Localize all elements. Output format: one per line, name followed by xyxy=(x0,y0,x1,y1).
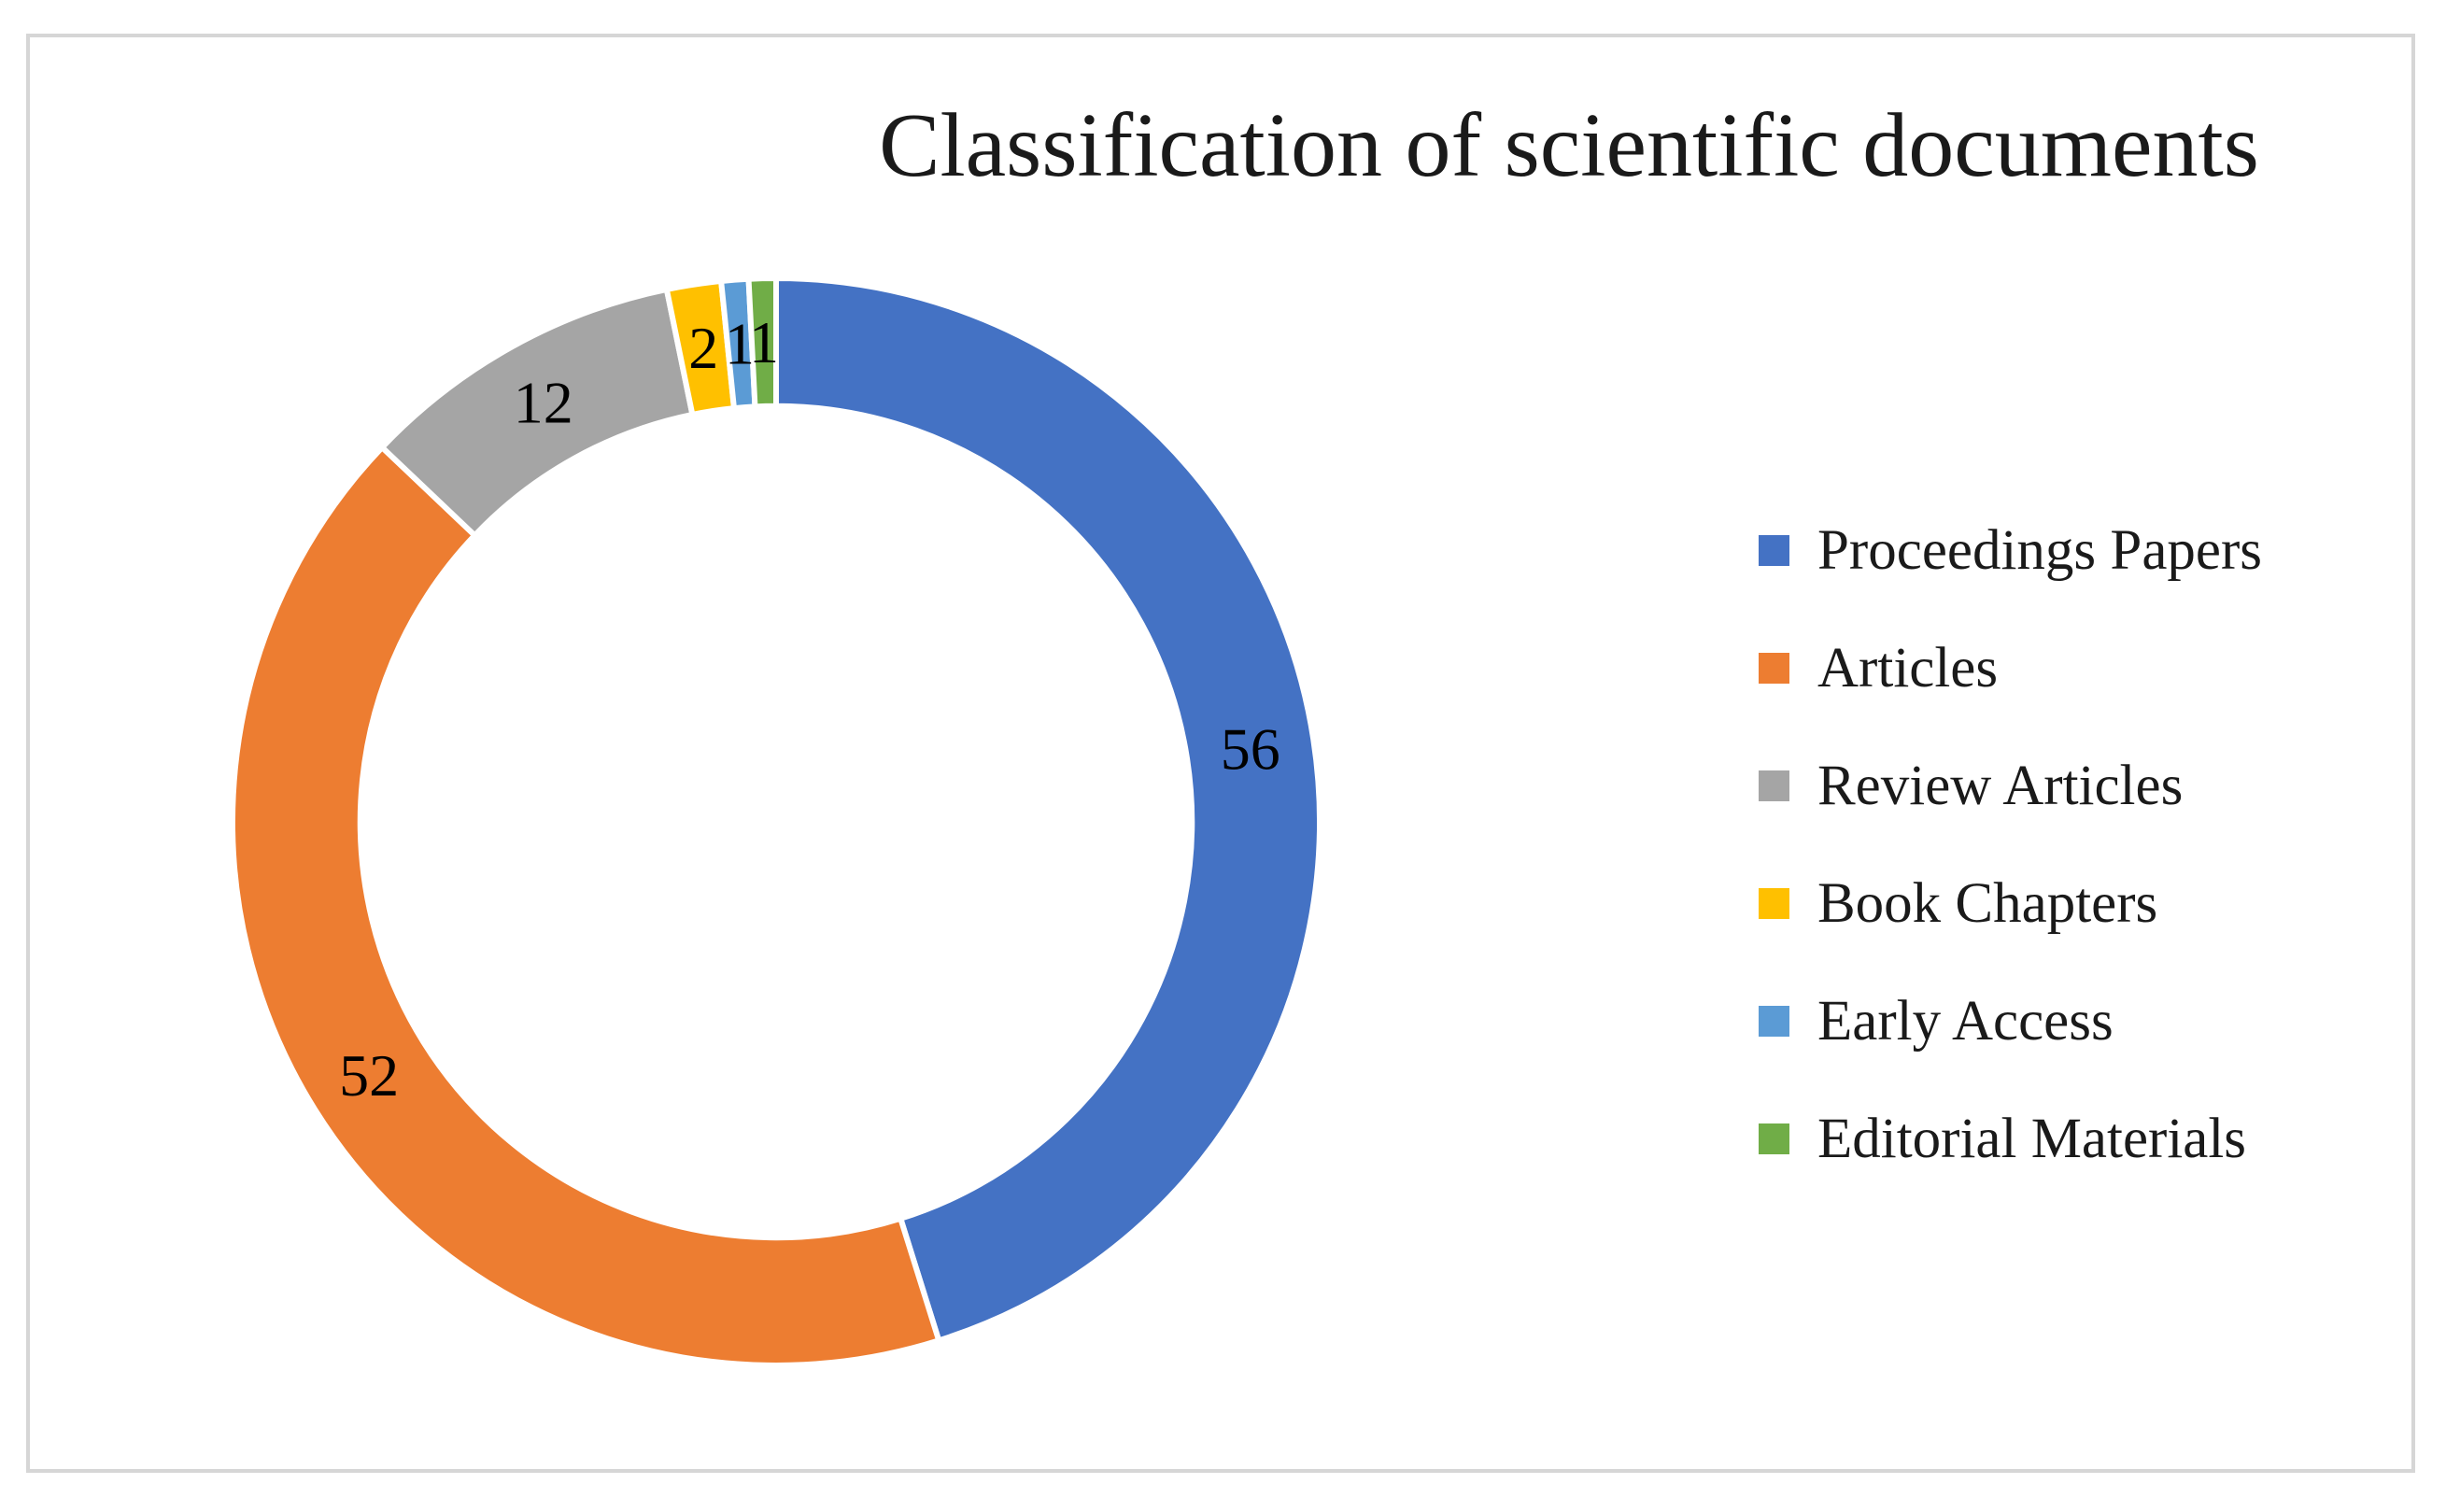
data-label-review-articles: 12 xyxy=(514,369,573,435)
chart-legend: Proceedings Papers Articles Review Article… xyxy=(1759,519,2262,1169)
legend-label: Proceedings Papers xyxy=(1817,518,2263,582)
data-label-proceedings-papers: 56 xyxy=(1221,716,1280,783)
chart-title: Classification of scientific documents xyxy=(879,95,2259,196)
legend-item-editorial-materials: Editorial Materials xyxy=(1759,1108,2262,1169)
legend-swatch-review-articles xyxy=(1759,770,1789,801)
donut-slice-editorial-materials xyxy=(745,278,779,410)
data-label-book-chapters: 2 xyxy=(688,315,718,381)
legend-item-articles: Articles xyxy=(1759,637,2262,699)
donut-slice-proceedings-papers xyxy=(773,278,1320,1344)
data-label-early-access: 1 xyxy=(725,310,755,376)
legend-item-review-articles: Review Articles xyxy=(1759,755,2262,816)
legend-item-proceedings-papers: Proceedings Papers xyxy=(1759,519,2262,581)
legend-label: Articles xyxy=(1817,636,1999,699)
donut-chart: 56 52 12 2 11 xyxy=(233,278,1320,1365)
legend-swatch-editorial-materials xyxy=(1759,1123,1789,1154)
legend-label: Review Articles xyxy=(1817,754,2184,817)
legend-swatch-articles xyxy=(1759,652,1789,684)
legend-item-early-access: Early Access xyxy=(1759,990,2262,1052)
legend-label: Early Access xyxy=(1817,989,2114,1053)
legend-label: Book Chapters xyxy=(1817,871,2158,935)
donut-slice-articles xyxy=(233,445,942,1365)
legend-item-book-chapters: Book Chapters xyxy=(1759,872,2262,934)
data-label-articles: 52 xyxy=(339,1042,399,1109)
data-label-editorial-materials: 1 xyxy=(749,309,779,375)
legend-label: Editorial Materials xyxy=(1817,1107,2247,1170)
legend-swatch-book-chapters xyxy=(1759,887,1789,919)
legend-swatch-early-access xyxy=(1759,1005,1789,1037)
legend-swatch-proceedings-papers xyxy=(1759,534,1789,566)
